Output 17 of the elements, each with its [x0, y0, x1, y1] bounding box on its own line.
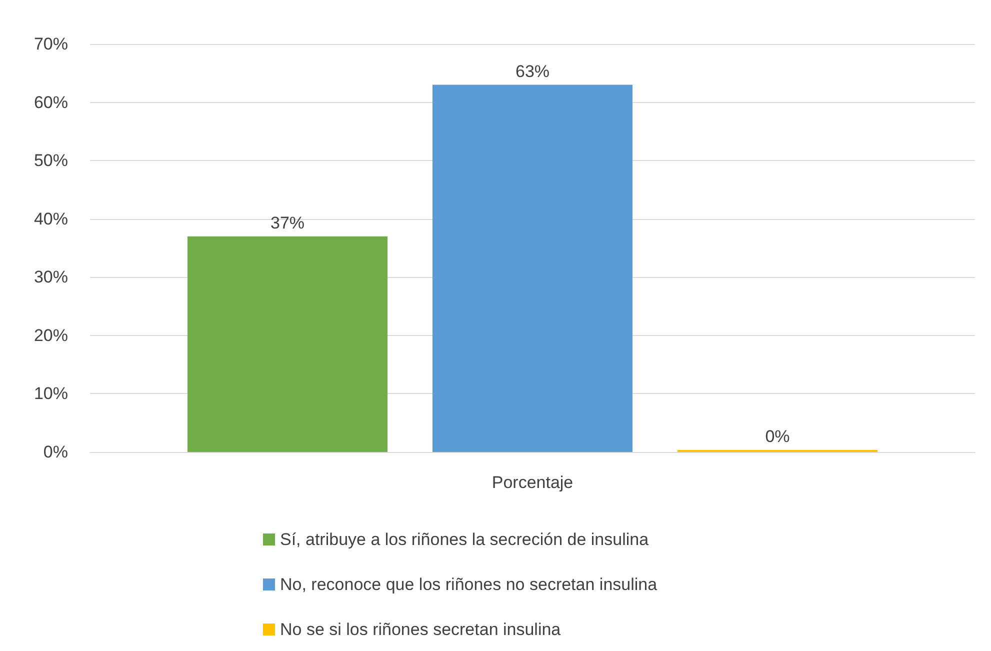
y-tick-label: 40% — [34, 209, 68, 228]
y-tick-label: 20% — [34, 326, 68, 345]
y-tick-label: 0% — [43, 442, 68, 462]
data-label: 63% — [515, 62, 550, 81]
data-label: 0% — [765, 427, 790, 446]
x-tick-label: Porcentaje — [492, 473, 574, 492]
data-label: 37% — [270, 213, 305, 232]
y-tick-label: 30% — [34, 268, 68, 287]
y-tick-label: 60% — [34, 92, 68, 112]
legend-label: Sí, atribuye a los riñones la secreción de insulina — [280, 530, 650, 549]
legend-label: No se si los riñones secretan insulina — [280, 620, 562, 639]
legend-label: No, reconoce que los riñones no secretan insulina — [280, 575, 658, 594]
y-tick-label: 50% — [34, 151, 68, 170]
y-tick-label: 70% — [34, 34, 68, 54]
bar — [432, 84, 632, 452]
y-tick-label: 10% — [34, 384, 68, 404]
bar — [188, 236, 388, 452]
